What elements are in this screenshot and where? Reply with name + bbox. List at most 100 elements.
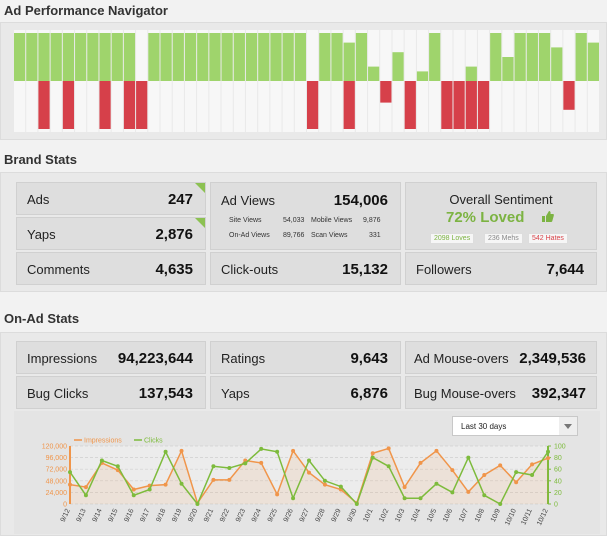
point	[227, 466, 232, 471]
point	[370, 451, 375, 456]
up-bar	[587, 42, 599, 81]
sentiment-card: Overall Sentiment 72% Loved 2098 Loves 2…	[405, 182, 597, 250]
point	[482, 493, 487, 498]
point	[259, 446, 264, 451]
point	[147, 487, 152, 492]
point	[450, 490, 455, 495]
x-tick-label: 10/8	[474, 508, 486, 523]
point	[99, 458, 104, 463]
stat-label: Comments	[27, 262, 90, 277]
point	[227, 477, 232, 482]
point	[530, 462, 535, 467]
down-bar	[99, 81, 111, 129]
up-bar	[258, 33, 270, 81]
stat-label: Bug Clicks	[27, 386, 89, 401]
up-bar	[26, 33, 38, 81]
stat-value: 154,006	[333, 192, 388, 209]
point	[322, 478, 327, 483]
stat-label: Yaps	[27, 227, 56, 242]
point	[243, 461, 248, 466]
stat-value: 4,635	[155, 261, 193, 278]
up-bar	[184, 33, 197, 81]
up-bar	[245, 33, 258, 81]
point	[466, 489, 471, 494]
point	[115, 464, 120, 469]
stat-card: Bug Mouse-overs 392,347	[405, 376, 597, 409]
up-bar	[172, 33, 184, 81]
legend-label: Impressions	[84, 438, 122, 445]
stat-card: Followers 7,644	[405, 252, 597, 285]
stat-label: Followers	[416, 262, 472, 277]
up-bar	[111, 33, 123, 81]
y-tick-label: 0	[63, 502, 67, 509]
loves-chip: 2098 Loves	[430, 233, 475, 244]
y2-tick-label: 60	[554, 467, 562, 474]
up-bar	[502, 57, 514, 81]
down-bar	[465, 81, 477, 129]
stat-card: Comments 4,635	[16, 252, 206, 285]
y2-tick-label: 80	[554, 455, 562, 462]
point	[402, 496, 407, 501]
up-bar	[490, 33, 502, 81]
point	[307, 458, 311, 463]
up-bar	[148, 33, 160, 81]
stat-card: Yaps 2,876	[16, 217, 206, 250]
down-bar	[343, 81, 355, 129]
point	[418, 460, 423, 465]
up-bar	[209, 33, 221, 81]
sentiment-headline: 72% Loved	[446, 209, 525, 226]
up-bar	[221, 33, 233, 81]
point	[354, 502, 359, 506]
point	[179, 448, 184, 453]
x-tick-label: 10/5	[426, 508, 438, 523]
up-bar	[75, 33, 87, 81]
range-dropdown[interactable]: Last 30 days	[452, 416, 578, 436]
point	[68, 482, 72, 487]
corner-flag	[195, 218, 205, 228]
dropdown-arrow	[559, 417, 577, 435]
x-tick-label: 9/28	[315, 508, 327, 523]
up-bar	[465, 66, 477, 81]
down-bar	[307, 81, 319, 129]
down-bar	[123, 81, 136, 129]
page-title: Ad Performance Navigator	[4, 3, 168, 18]
x-tick-label: 10/9	[490, 508, 502, 523]
up-bar	[429, 33, 441, 81]
point	[386, 464, 391, 469]
up-bar	[270, 33, 282, 81]
x-tick-label: 10/10	[504, 508, 518, 527]
up-bar	[14, 33, 26, 81]
up-bar	[99, 33, 111, 81]
x-tick-label: 9/23	[235, 508, 247, 523]
y-tick-label: 48,000	[46, 478, 68, 485]
point	[546, 449, 550, 454]
x-tick-label: 9/24	[251, 508, 263, 523]
thumb-icon	[542, 211, 554, 222]
x-tick-label: 9/15	[108, 508, 120, 523]
point	[498, 463, 503, 468]
stat-label: Bug Mouse-overs	[414, 386, 516, 401]
stat-label: Click-outs	[221, 262, 279, 277]
dropdown-text: Last 30 days	[461, 422, 507, 431]
up-bar	[538, 33, 551, 81]
up-bar	[160, 33, 172, 81]
stat-card: Ratings 9,643	[210, 341, 401, 374]
stat-value: 6,876	[350, 385, 388, 402]
up-bar	[294, 33, 306, 81]
x-tick-label: 9/12	[60, 508, 72, 523]
stat-value: 392,347	[531, 385, 586, 402]
point	[83, 485, 88, 490]
mehs-chip: 236 Mehs	[484, 233, 523, 244]
point	[291, 448, 296, 453]
stat-label: Impressions	[27, 351, 98, 366]
x-tick-label: 9/22	[219, 508, 231, 523]
stat-label: Ratings	[221, 351, 266, 366]
navigator	[14, 30, 599, 132]
section-title: Brand Stats	[4, 152, 77, 167]
y2-tick-label: 20	[554, 490, 562, 497]
stat-card: Yaps 6,876	[210, 376, 401, 409]
stat-value: 137,543	[138, 385, 193, 402]
stat-label: Yaps	[221, 386, 250, 401]
y2-tick-label: 0	[554, 502, 558, 509]
